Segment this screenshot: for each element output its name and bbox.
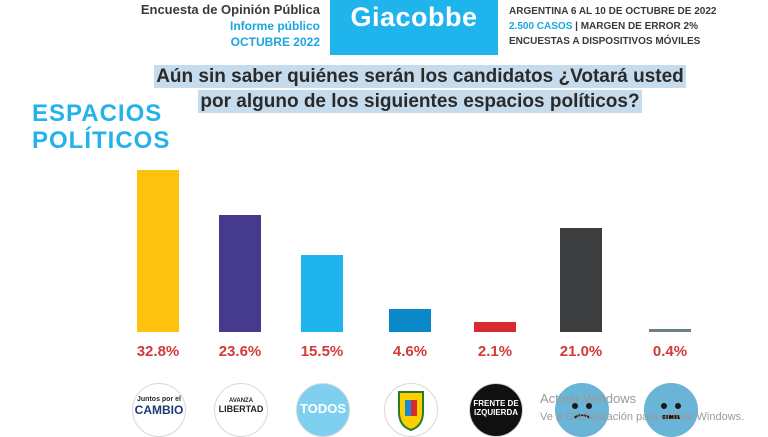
logo-text: AVANZA	[228, 398, 254, 404]
logo-text: TODOS	[300, 401, 346, 416]
avanza-libertad-logo: AVANZA LIBERTAD	[214, 383, 268, 437]
face-icon	[572, 403, 592, 419]
no-sabe-face-icon	[644, 383, 698, 437]
logo-text: FRENTE DE	[473, 399, 519, 408]
bar-value-label: 4.6%	[392, 343, 428, 360]
question: Aún sin saber quiénes serán los candidat…	[60, 65, 768, 115]
report-info: Encuesta de Opinión Pública Informe públ…	[141, 2, 320, 50]
bar-3	[389, 309, 431, 332]
brand-logo: Giacobbe	[330, 0, 498, 55]
bar-1	[219, 215, 261, 332]
bar-value-label: 32.8%	[136, 343, 180, 360]
logo-text: Juntos por el	[137, 396, 181, 403]
section-title-line-1: ESPACIOS	[32, 100, 163, 127]
question-line-1: Aún sin saber quiénes serán los candidat…	[154, 65, 686, 88]
survey-details: ARGENTINA 6 AL 10 DE OCTUBRE DE 2022 2.5…	[509, 4, 716, 49]
survey-dates: ARGENTINA 6 AL 10 DE OCTUBRE DE 2022	[509, 6, 717, 17]
report-header: Encuesta de Opinión Pública Informe públ…	[0, 0, 768, 60]
question-line-2: por alguno de los siguientes espacios po…	[198, 90, 642, 113]
section-title-line-2: POLÍTICOS	[32, 127, 171, 154]
bar-value-label: 0.4%	[652, 343, 688, 360]
bar-2	[301, 255, 343, 332]
shield-icon	[398, 391, 424, 432]
bar-6	[649, 329, 691, 332]
bar-value-label: 23.6%	[218, 343, 262, 360]
face-icon	[661, 403, 681, 419]
logo-text: LIBERTAD	[218, 404, 264, 414]
logo-text: IZQUIERDA	[474, 408, 518, 417]
peronismo-shield-logo	[384, 383, 438, 437]
survey-title: Encuesta de Opinión Pública	[140, 2, 320, 17]
bar-4	[474, 322, 516, 332]
juntos-por-el-cambio-logo: Juntos por el CAMBIO	[132, 383, 186, 437]
watermark-line-2: Ve a Configuración para activar Windows.	[540, 411, 745, 423]
bar-5	[560, 228, 602, 332]
ninguno-face-icon	[555, 383, 609, 437]
bar-value-label: 21.0%	[559, 343, 603, 360]
watermark-line-1: Activar Windows	[540, 391, 637, 406]
survey-sample: 2.500 CASOS | MARGEN DE ERROR 2%	[509, 19, 716, 34]
sample-size: 2.500 CASOS	[509, 21, 573, 32]
frente-de-todos-logo: TODOS	[296, 383, 350, 437]
windows-watermark: Activar Windows Ve a Configuración para …	[540, 390, 744, 426]
survey-method: ENCUESTAS A DISPOSITIVOS MÓVILES	[509, 36, 701, 47]
logo-text: CAMBIO	[134, 403, 184, 417]
report-type: Informe público	[230, 19, 320, 33]
brand-name: Giacobbe	[350, 2, 478, 32]
section-title: ESPACIOS POLÍTICOS	[32, 100, 170, 154]
frente-de-izquierda-logo: FRENTE DE IZQUIERDA	[469, 383, 523, 437]
bar-0	[137, 170, 179, 332]
report-date: OCTUBRE 2022	[230, 35, 320, 49]
bar-value-label: 15.5%	[300, 343, 344, 360]
error-margin: | MARGEN DE ERROR 2%	[572, 21, 698, 32]
bar-value-label: 2.1%	[477, 343, 513, 360]
